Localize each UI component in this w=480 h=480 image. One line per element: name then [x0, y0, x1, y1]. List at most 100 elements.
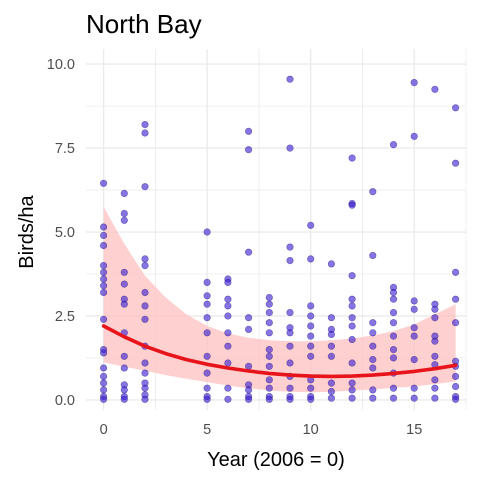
data-point-55 — [203, 384, 211, 392]
data-point-12 — [99, 364, 108, 372]
data-point-122 — [327, 387, 336, 396]
data-point-146 — [389, 141, 398, 149]
y-tick-label-2: 5.0 — [55, 225, 75, 241]
data-point-118 — [327, 330, 336, 339]
x-tick-label-0: 0 — [100, 422, 108, 438]
data-point-22 — [120, 280, 128, 288]
data-point-179 — [452, 159, 460, 167]
data-point-44 — [141, 384, 149, 392]
data-point-139 — [369, 319, 377, 327]
data-point-68 — [245, 127, 253, 135]
data-point-17 — [99, 395, 108, 403]
data-point-169 — [431, 305, 439, 313]
data-point-2 — [99, 231, 108, 239]
data-point-175 — [431, 376, 439, 384]
data-point-36 — [141, 262, 149, 270]
data-point-151 — [389, 319, 398, 327]
data-point-166 — [410, 394, 418, 402]
data-point-18 — [120, 189, 128, 197]
data-point-103 — [307, 221, 315, 229]
data-point-82 — [265, 329, 273, 337]
data-point-48 — [203, 278, 211, 287]
data-point-107 — [307, 322, 315, 330]
data-point-104 — [307, 255, 315, 263]
data-point-19 — [120, 209, 128, 218]
data-point-72 — [245, 325, 253, 334]
data-point-181 — [452, 295, 460, 303]
data-point-75 — [245, 386, 253, 394]
data-point-132 — [348, 335, 356, 344]
data-point-172 — [431, 337, 439, 345]
data-point-65 — [224, 359, 232, 367]
data-point-109 — [307, 342, 315, 350]
data-point-167 — [431, 85, 439, 93]
data-point-145 — [369, 394, 377, 402]
data-points — [99, 75, 460, 403]
confidence-band — [103, 206, 456, 393]
x-axis-ticks: 0 5 10 15 — [100, 422, 423, 438]
data-point-165 — [410, 384, 418, 392]
confidence-band-layer — [103, 206, 456, 393]
data-point-70 — [245, 248, 253, 256]
data-point-182 — [452, 319, 460, 327]
data-point-32 — [141, 120, 149, 129]
data-point-186 — [452, 382, 460, 391]
data-point-143 — [369, 364, 377, 372]
data-point-150 — [389, 309, 398, 317]
data-point-128 — [348, 295, 356, 303]
data-point-86 — [265, 376, 273, 384]
data-point-27 — [120, 364, 128, 372]
data-point-158 — [410, 78, 418, 87]
data-point-66 — [224, 384, 232, 392]
x-tick-label-1: 5 — [203, 422, 211, 438]
data-point-52 — [203, 329, 211, 337]
data-point-156 — [389, 384, 398, 392]
data-point-123 — [327, 394, 336, 402]
data-point-129 — [348, 302, 356, 310]
data-point-4 — [99, 262, 108, 270]
data-point-84 — [265, 352, 273, 360]
data-point-127 — [348, 272, 356, 280]
data-point-81 — [265, 319, 273, 327]
data-point-11 — [99, 349, 108, 357]
data-point-42 — [141, 369, 149, 377]
data-point-61 — [224, 302, 232, 310]
data-point-134 — [348, 379, 356, 387]
data-point-135 — [348, 386, 356, 394]
data-point-160 — [410, 297, 418, 305]
data-point-110 — [307, 352, 315, 360]
data-point-120 — [327, 352, 336, 360]
data-point-159 — [410, 132, 418, 140]
data-point-131 — [348, 322, 356, 330]
data-point-35 — [141, 255, 149, 263]
data-point-62 — [224, 312, 232, 320]
data-point-102 — [286, 395, 294, 403]
data-point-144 — [369, 386, 377, 394]
data-point-115 — [327, 260, 336, 268]
data-point-26 — [120, 352, 128, 360]
data-point-7 — [99, 282, 108, 290]
y-tick-label-0: 0.0 — [55, 393, 75, 409]
data-point-112 — [307, 384, 315, 392]
data-point-5 — [99, 268, 108, 276]
data-point-106 — [307, 312, 315, 320]
data-point-163 — [410, 332, 418, 340]
data-point-73 — [245, 362, 253, 370]
data-point-57 — [203, 395, 211, 403]
data-point-54 — [203, 369, 211, 377]
data-point-15 — [99, 386, 108, 394]
data-point-178 — [452, 104, 460, 112]
trend-line — [101, 324, 458, 379]
data-point-0 — [99, 179, 108, 187]
data-point-60 — [224, 295, 232, 303]
x-axis-title: Year (2006 = 0) — [207, 449, 345, 471]
data-point-87 — [265, 384, 273, 392]
data-point-91 — [286, 144, 294, 152]
data-point-149 — [389, 295, 398, 303]
data-point-94 — [286, 309, 294, 317]
data-point-79 — [265, 300, 273, 308]
data-point-142 — [369, 356, 377, 364]
data-point-80 — [265, 309, 273, 317]
data-point-148 — [389, 288, 398, 297]
